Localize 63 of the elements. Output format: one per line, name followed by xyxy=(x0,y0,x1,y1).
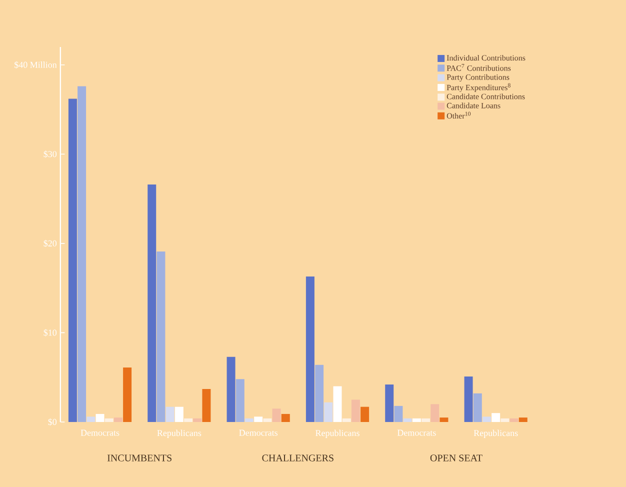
bar xyxy=(202,388,211,422)
bar xyxy=(254,416,263,422)
bar xyxy=(78,86,86,422)
bar xyxy=(430,404,440,422)
bar xyxy=(306,276,314,422)
y-tick-label: $0 xyxy=(48,418,57,426)
bar xyxy=(272,408,281,422)
bar xyxy=(422,418,430,422)
bar xyxy=(342,418,351,422)
bar xyxy=(500,418,510,422)
text: OPEN SEAT xyxy=(430,454,482,462)
bar xyxy=(324,402,333,422)
bar xyxy=(412,418,421,422)
x-tick-label: Republicans xyxy=(474,430,518,438)
bar xyxy=(464,376,473,422)
bar xyxy=(518,418,528,422)
bar xyxy=(123,368,132,422)
bar xyxy=(315,364,324,422)
bar xyxy=(244,418,254,422)
bar xyxy=(482,416,491,422)
bar xyxy=(148,184,156,422)
bar xyxy=(385,384,394,422)
bar xyxy=(86,416,96,422)
bar xyxy=(473,393,482,422)
bar xyxy=(166,406,174,422)
bar xyxy=(226,356,236,422)
bar xyxy=(174,406,184,422)
x-tick-label: Democrats xyxy=(397,430,436,436)
legend-label: Party Contributions xyxy=(446,74,510,82)
y-tick-label: $30 xyxy=(44,150,57,158)
bar xyxy=(510,418,518,422)
bar xyxy=(236,379,244,422)
bar xyxy=(96,414,104,422)
bar xyxy=(193,418,202,422)
bar xyxy=(351,400,360,422)
text: CHALLENGERS xyxy=(262,454,334,462)
legend-label: Party Expenditures$^{8}$ xyxy=(446,83,510,92)
bar xyxy=(156,251,166,422)
y-tick-label: $40 Million xyxy=(14,61,57,68)
legend-label: Other$^{10}$ xyxy=(446,112,471,119)
bar xyxy=(403,418,412,422)
bar xyxy=(184,418,193,422)
bar xyxy=(104,418,114,422)
y-tick-label: $10 xyxy=(44,329,57,336)
legend-label: PAC$^{7}$ Contributions xyxy=(446,64,511,71)
legend-label: Individual Contributions xyxy=(446,54,526,61)
x-tick-label: Republicans xyxy=(157,430,202,438)
x-tick-label: Republicans xyxy=(316,430,360,438)
x-tick-label: Democrats xyxy=(239,430,278,436)
bar xyxy=(68,98,77,422)
bar xyxy=(360,406,370,422)
legend-label: Candidate Contributions xyxy=(446,94,525,100)
bar xyxy=(333,386,342,422)
bar xyxy=(492,413,500,422)
x-tick-label: Democrats xyxy=(80,430,120,436)
bar xyxy=(394,406,403,422)
bar xyxy=(114,418,122,422)
y-tick-label: $20 xyxy=(44,240,57,248)
text: INCUMBENTS xyxy=(107,454,172,462)
bar xyxy=(440,418,448,422)
legend-label: Candidate Loans xyxy=(446,102,500,108)
bar xyxy=(281,414,290,422)
bar xyxy=(263,418,272,422)
